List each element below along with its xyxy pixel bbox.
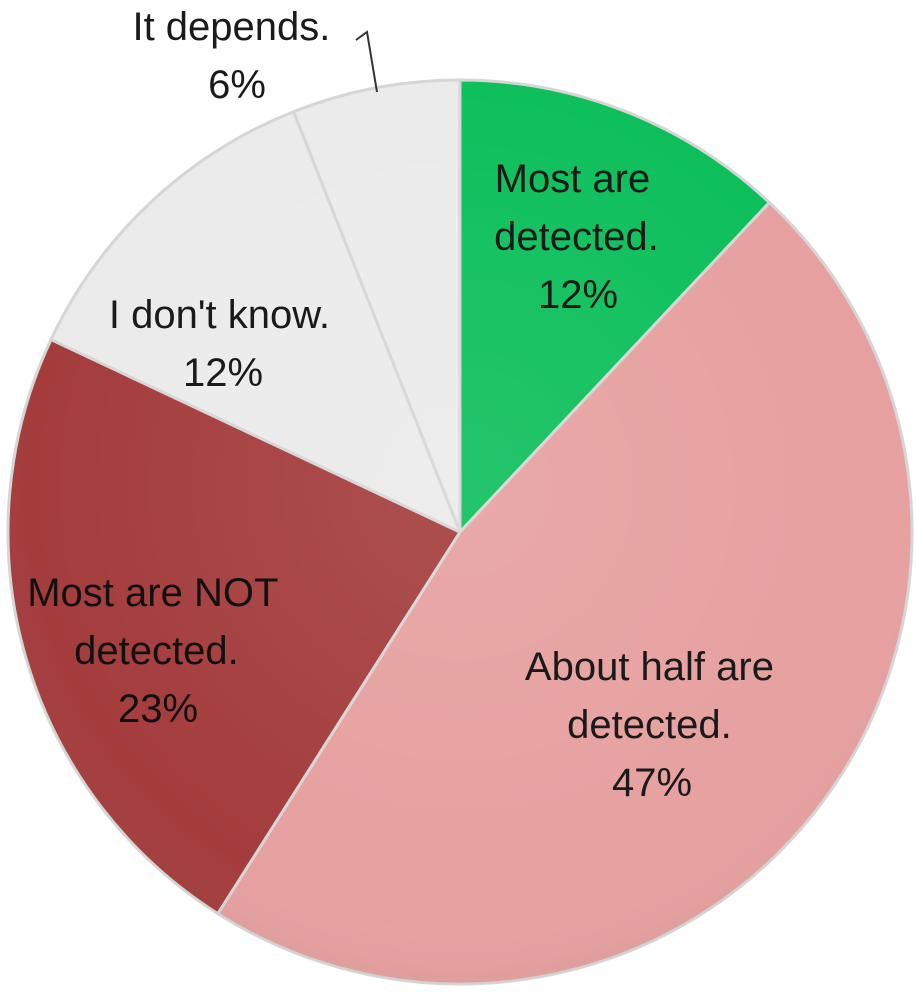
slice-label-line: It depends. [132,5,330,49]
slice-label-line: detected. [74,629,239,673]
slice-value-label: 12% [183,351,263,395]
slice-label-line: detected. [567,703,732,747]
slice-label-line: detected. [494,215,659,259]
slice-label-about-half: About half are detected. 47% [525,645,785,805]
slice-label-dont-know: I don't know. 12% [109,293,341,395]
slice-value-label: 23% [118,687,198,731]
pie-slices [6,78,914,986]
slice-value-label: 12% [538,273,618,317]
slice-value-label: 6% [208,63,266,107]
slice-label-line: Most are NOT [27,571,278,615]
slice-label-line: I don't know. [109,293,330,337]
slice-label-line: About half are [525,645,774,689]
leader-line-it-depends [355,30,378,93]
slice-value-label: 47% [612,761,692,805]
slice-label-most-not-detected: Most are NOT detected. 23% [27,571,289,731]
slice-label-it-depends: It depends. 6% [132,5,341,107]
slice-label-most-detected: Most are detected. 12% [494,157,670,317]
slice-label-line: Most are [495,157,651,201]
